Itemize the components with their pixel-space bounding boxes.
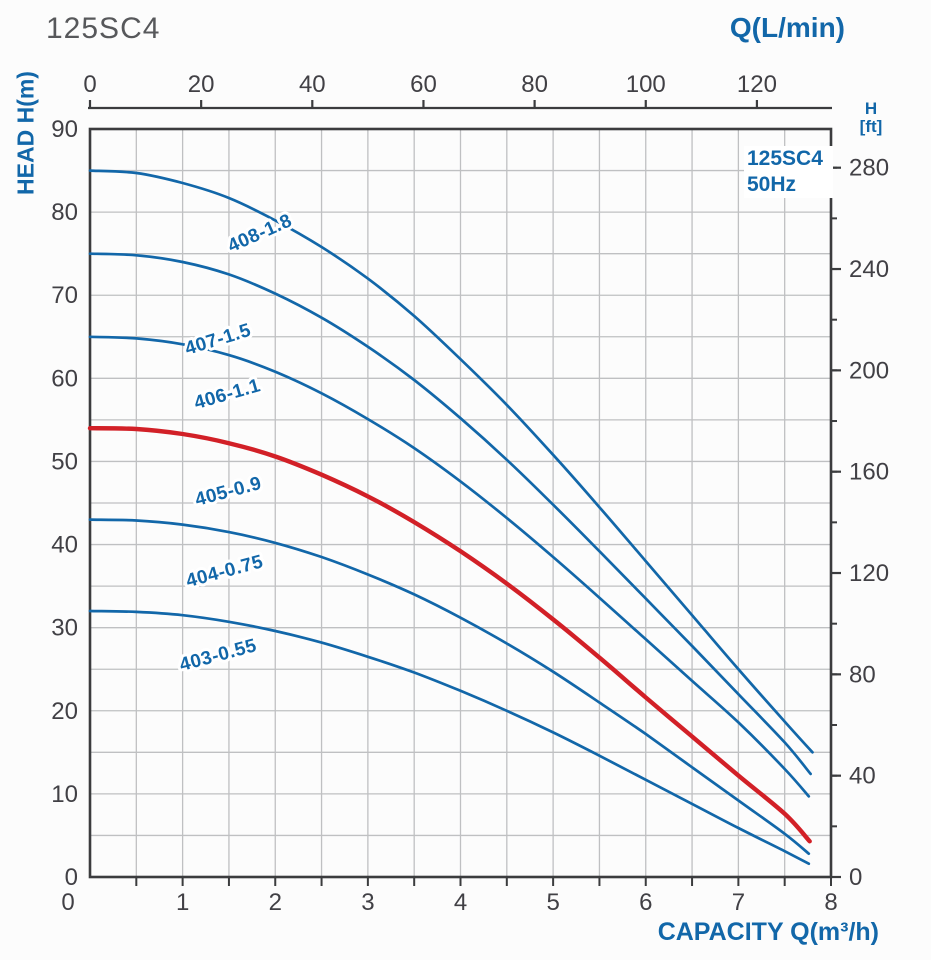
right-tick-label: 40	[849, 763, 876, 790]
right-tick-label: 120	[849, 560, 889, 587]
left-tick-label: 90	[51, 116, 78, 143]
bottom-tick-label: 3	[361, 889, 374, 916]
curve-404-0.75	[88, 518, 811, 856]
bottom-axis-title: CAPACITY Q(m³/h)	[657, 918, 879, 946]
left-tick-label: 40	[51, 532, 78, 559]
grid	[90, 129, 831, 877]
curve-403-0.55	[88, 609, 811, 866]
bottom-tick-label: 1	[176, 889, 189, 916]
top-tick-label: 60	[410, 71, 437, 98]
left-tick-label: 10	[51, 781, 78, 808]
left-axis-title: HEAD H(m)	[12, 71, 39, 195]
right-tick-label: 80	[849, 661, 876, 688]
top-axis: 0 20 40 60 80 100 120	[83, 71, 832, 110]
curve-406-1.1	[88, 335, 811, 798]
left-tick-label: 30	[51, 615, 78, 642]
top-axis-title: Q(L/min)	[729, 12, 845, 43]
right-axis-title: H [ft]	[848, 100, 894, 136]
top-tick-label: 100	[626, 71, 666, 98]
bottom-tick-label: 2	[269, 889, 282, 916]
bottom-tick-label: 6	[639, 889, 652, 916]
right-axis-title-line1: H	[864, 99, 878, 118]
bottom-tick-label: 5	[546, 889, 559, 916]
top-tick-label: 20	[188, 71, 215, 98]
left-tick-label: 60	[51, 365, 78, 392]
top-tick-label: 0	[83, 71, 96, 98]
curve-408-1.8	[88, 169, 814, 754]
left-tick-label: 70	[51, 282, 78, 309]
top-tick-label: 40	[299, 71, 326, 98]
bottom-tick-label: 4	[454, 889, 467, 916]
right-axis-title-line2: [ft]	[859, 117, 883, 136]
bottom-tick-label: 8	[824, 889, 837, 916]
bottom-axis: 0 1 2 3 4 5 6 7 8	[61, 877, 838, 916]
left-tick-label: 0	[65, 864, 78, 891]
right-axis: 0 40 80 120 160 200 240 280	[831, 155, 889, 891]
bottom-tick-label: 0	[61, 889, 74, 916]
right-tick-label: 240	[849, 256, 889, 283]
curve-label-406-1.1: 406-1.1	[192, 375, 263, 414]
left-tick-label: 20	[51, 698, 78, 725]
page-title: 125SC4	[46, 12, 161, 45]
right-tick-label: 280	[849, 155, 889, 182]
left-tick-label: 80	[51, 199, 78, 226]
right-tick-label: 0	[849, 864, 862, 891]
top-tick-label: 120	[737, 71, 777, 98]
pump-curves	[87, 169, 814, 866]
left-tick-label: 50	[51, 448, 78, 475]
legend-frequency: 50Hz	[747, 173, 797, 196]
curve-407-1.5	[88, 252, 812, 776]
left-axis: 0 10 20 30 40 50 60 70 80 90	[51, 116, 78, 891]
top-tick-label: 80	[521, 71, 548, 98]
curve-label-407-1.5: 407-1.5	[183, 320, 254, 360]
curve-label-408-1.8: 408-1.8	[225, 210, 296, 257]
bottom-tick-label: 7	[732, 889, 745, 916]
right-tick-label: 200	[849, 357, 889, 384]
right-tick-label: 160	[849, 459, 889, 486]
legend-model: 125SC4	[747, 147, 823, 170]
curve-405-0.9	[87, 426, 812, 844]
plot-border	[88, 127, 833, 879]
chart-legend: 125SC4 50Hz	[744, 146, 833, 198]
